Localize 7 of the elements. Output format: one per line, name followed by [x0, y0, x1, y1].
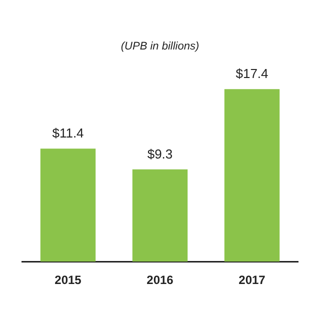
x-tick-label: 2015 [54, 273, 82, 288]
data-label: $9.3 [147, 146, 173, 162]
chart-title: (UPB in billions) [120, 40, 200, 53]
x-tick-label: 2017 [238, 273, 266, 288]
x-tick-label: 2016 [146, 273, 174, 288]
data-label: $17.4 [236, 66, 268, 82]
data-label: $11.4 [52, 126, 84, 141]
